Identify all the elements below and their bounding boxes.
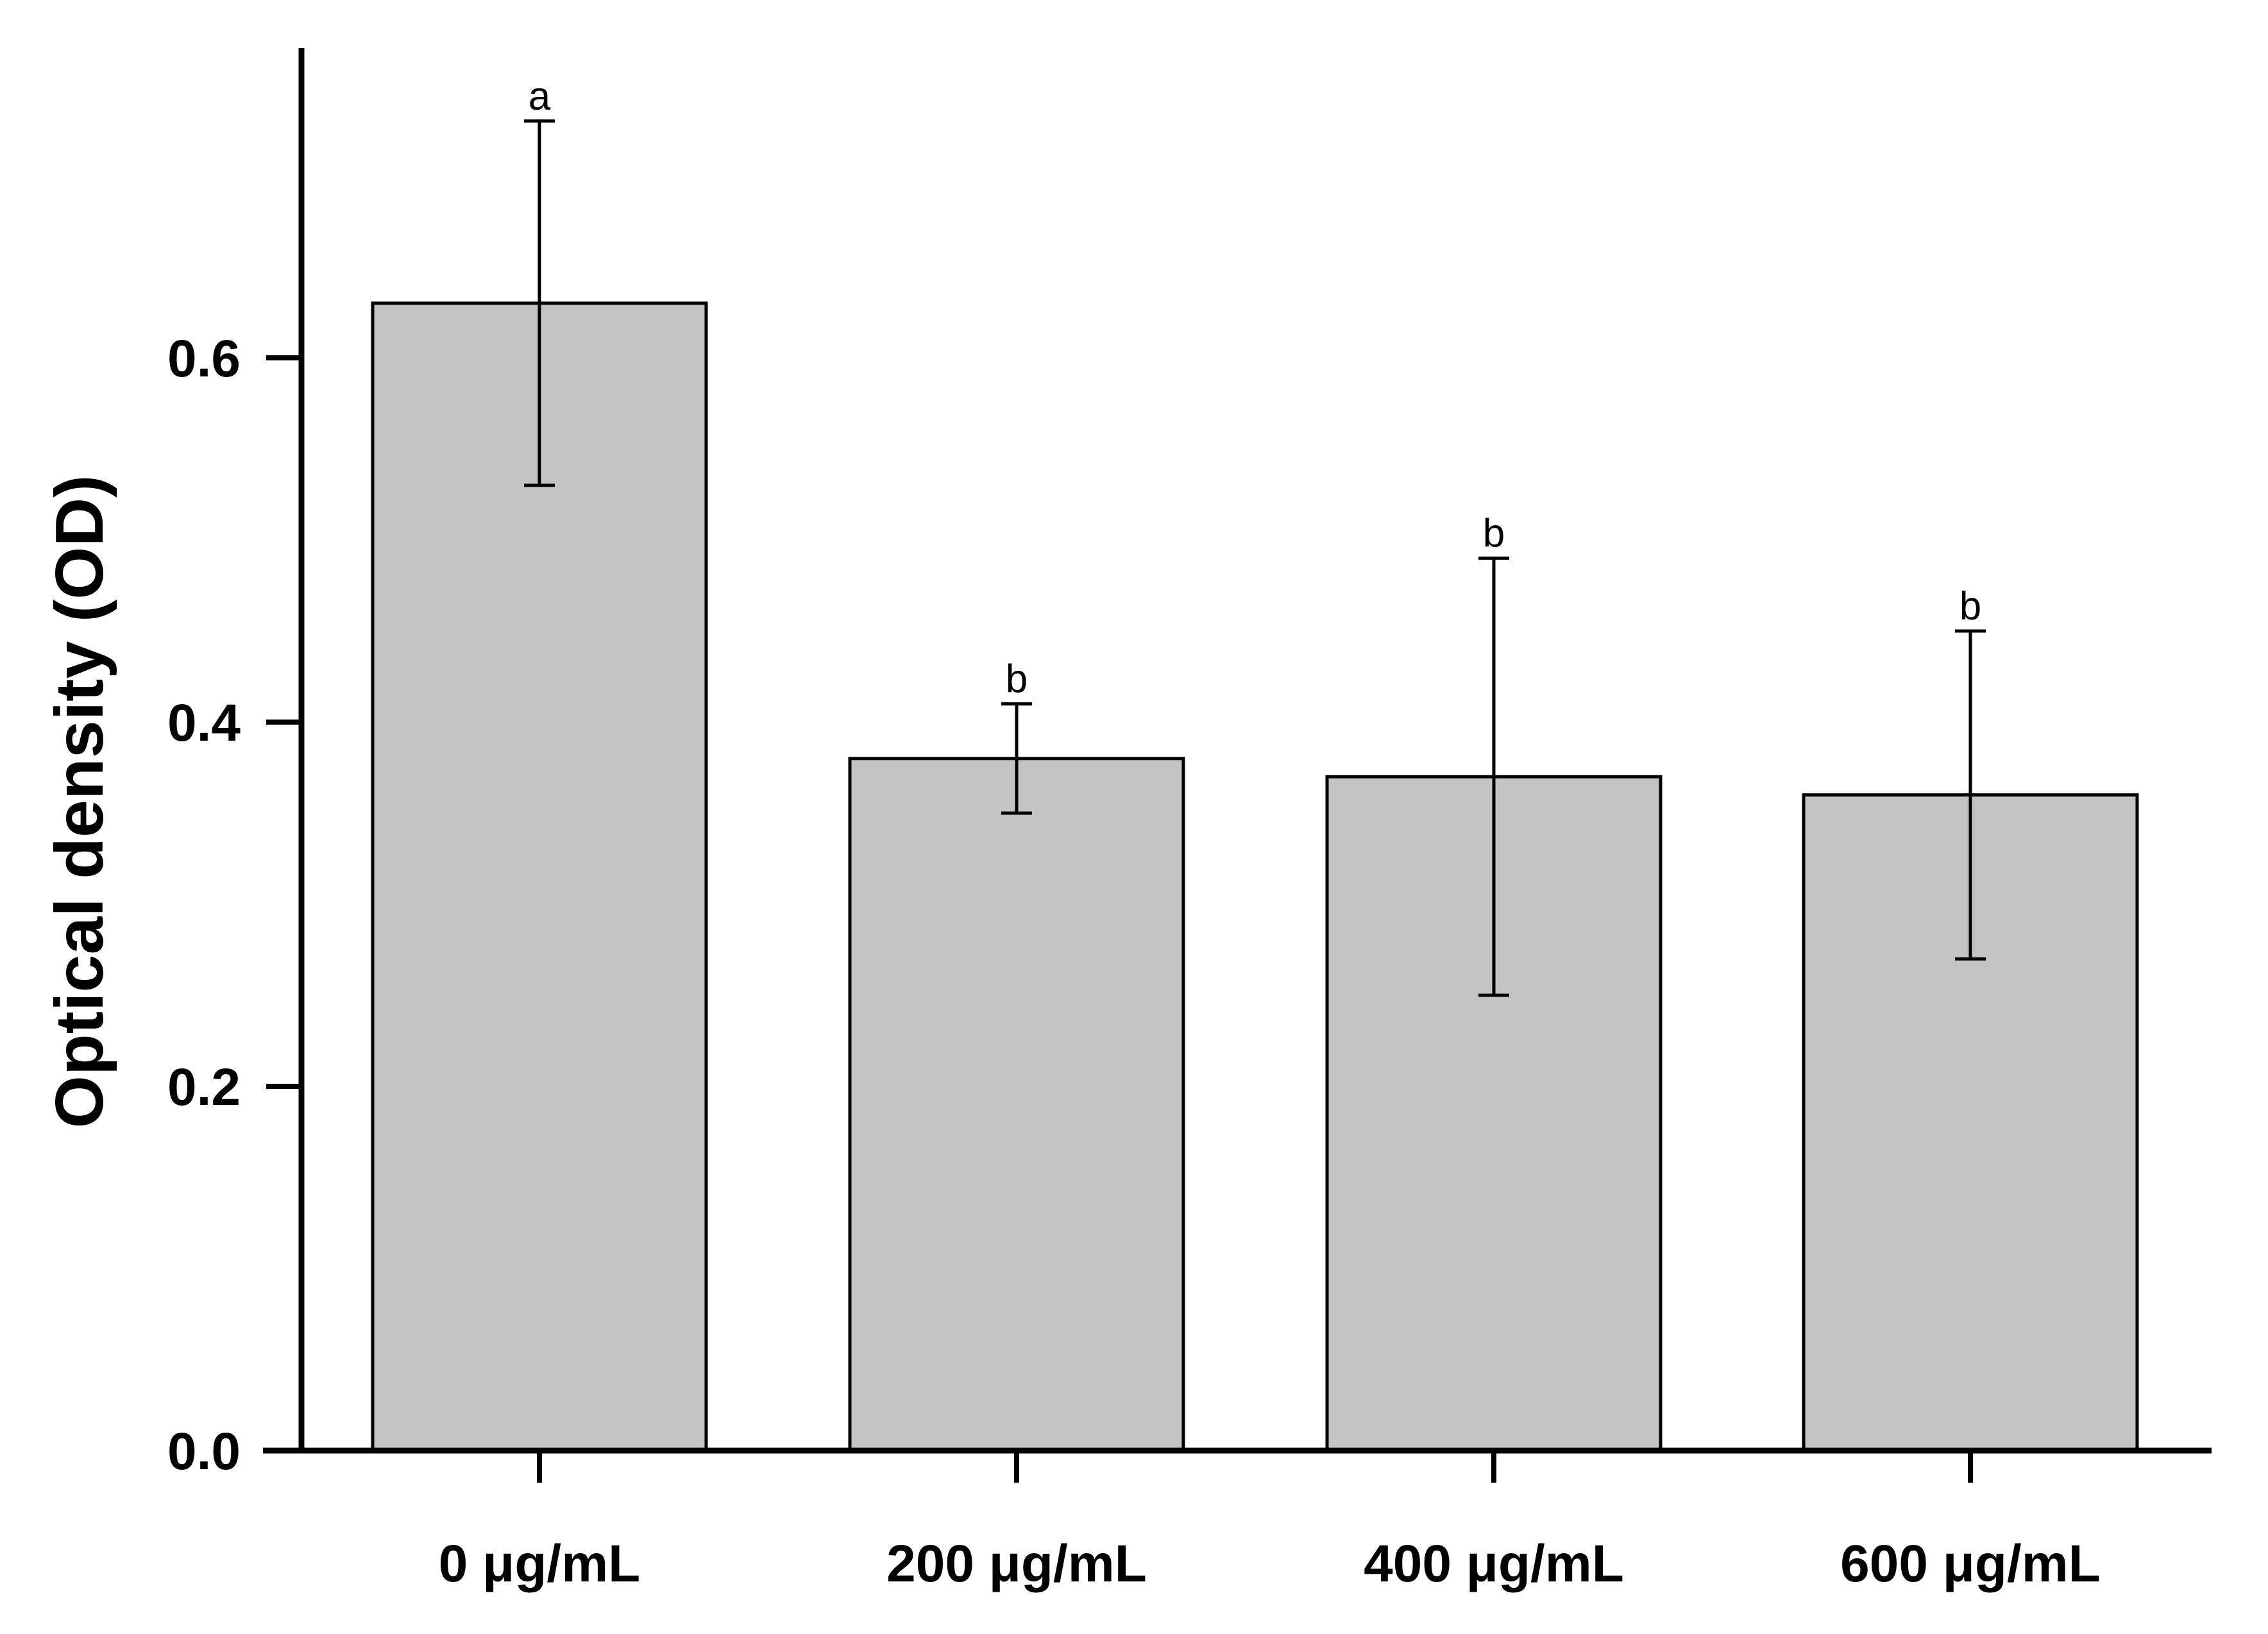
y-tick-label: 0.6 <box>167 330 241 388</box>
significance-letter: b <box>1006 657 1028 702</box>
x-tick-label: 200 μg/mL <box>886 1535 1147 1593</box>
x-tick-label: 0 μg/mL <box>439 1535 640 1593</box>
x-tick-label: 600 μg/mL <box>1840 1535 2101 1593</box>
bar <box>371 301 708 1453</box>
significance-letter: b <box>1959 584 1981 628</box>
y-tick-label: 0.2 <box>167 1058 241 1116</box>
significance-letter: b <box>1483 511 1505 555</box>
significance-letters-layer: a b b b <box>529 74 1981 702</box>
y-axis-title: Optical density (OD) <box>42 475 117 1129</box>
axes-layer <box>263 48 2212 1454</box>
error-bars-layer <box>524 119 1986 997</box>
bar <box>848 757 1185 1453</box>
y-tick-label: 0.0 <box>167 1422 241 1481</box>
x-ticks-layer: 0 μg/mL 200 μg/mL 400 μg/mL 600 μg/mL <box>439 1451 2101 1593</box>
x-tick-label: 400 μg/mL <box>1364 1535 1624 1593</box>
significance-letter: a <box>529 74 551 119</box>
y-tick-label: 0.4 <box>167 694 241 752</box>
bars-layer <box>371 301 2139 1453</box>
y-ticks-layer: 0.0 0.2 0.4 0.6 <box>167 330 301 1481</box>
